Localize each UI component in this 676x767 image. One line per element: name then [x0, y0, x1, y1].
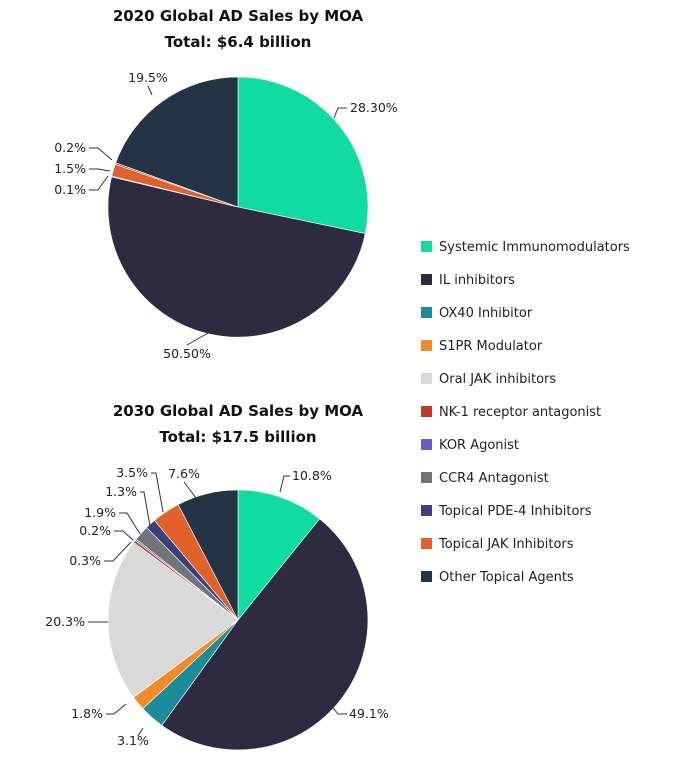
legend-swatch-s1pr-modulator	[421, 340, 432, 351]
legend-label-ox40-inhibitor: OX40 Inhibitor	[439, 306, 533, 321]
pie2020-label-other-topical-agents: 19.5%	[128, 70, 168, 85]
pie2030-label-ox40-inhibitor: 3.1%	[117, 733, 149, 748]
pie2030-slice-il-inhibitors	[161, 518, 369, 751]
pie2030-label-il-inhibitors: 49.1%	[349, 706, 389, 721]
chart2-title: 2030 Global AD Sales by MOA	[113, 402, 364, 420]
legend-label-systemic-immunomodulators: Systemic Immunomodulators	[439, 240, 630, 255]
legend-label-other-topical-agents: Other Topical Agents	[439, 570, 574, 585]
pie2020-slice-systemic-immunomodulators	[237, 76, 369, 234]
pie2020-label-systemic-immunomodulators: 28.30%	[350, 100, 398, 115]
pie2020-label-il-inhibitors: 50.50%	[163, 346, 211, 361]
pie-2030: 10.8% 49.1% 3.1% 1.8% 20.3% 0.3% 0.2% 1.9% 1.3% 3…	[45, 465, 389, 751]
pie2020-slice-il-inhibitors	[107, 176, 366, 338]
pie2030-leader-kor-agonist	[114, 530, 134, 541]
legend-label-nk-1-receptor-antagonist: NK-1 receptor antagonist	[439, 405, 601, 420]
pie2030-label-topical-jak-inhibitors: 3.5%	[116, 465, 148, 480]
pie2020-label-nk-1-receptor-antagonist: 0.2%	[54, 140, 86, 155]
legend-swatch-other-topical-agents	[421, 571, 432, 582]
pie2020-slice-other-topical-agents	[115, 76, 239, 208]
pie2030-leader-ccr4-antagonist	[119, 512, 141, 535]
pie2020-leader-other-topical-agents	[147, 85, 153, 96]
pie2030-label-nk-1-receptor-antagonist: 0.3%	[69, 553, 101, 568]
pie2030-label-oral-jak-inhibitors: 20.3%	[45, 614, 85, 629]
legend-swatch-kor-agonist	[421, 439, 432, 450]
pie2030-label-kor-agonist: 0.2%	[79, 523, 111, 538]
pie2030-slice-other-topical-agents	[177, 489, 239, 621]
pie2030-label-other-topical-agents: 7.6%	[168, 466, 200, 481]
legend-label-topical-jak-inhibitors: Topical JAK Inhibitors	[438, 537, 574, 552]
pie-2020: 28.30% 50.50% 0.1% 1.5% 0.2% 19.5%	[54, 70, 398, 361]
pie2030-leader-il-inhibitors	[329, 703, 347, 715]
pie2030-leader-topical-jak-inhibitors	[151, 472, 164, 513]
chart2-subtitle: Total: $17.5 billion	[159, 428, 316, 446]
legend-swatch-nk-1-receptor-antagonist	[421, 406, 432, 417]
legend-swatch-oral-jak-inhibitors	[421, 373, 432, 384]
pie2030-slice-systemic-immunomodulators	[237, 489, 321, 621]
legend-label-il-inhibitors: IL inhibitors	[439, 273, 515, 288]
legend-label-oral-jak-inhibitors: Oral JAK inhibitors	[439, 372, 556, 387]
pie2030-label-topical-pde-4-inhibitors: 1.3%	[105, 484, 137, 499]
legend: Systemic Immunomodulators IL inhibitors OX…	[421, 240, 630, 585]
pie2020-leader-topical-jak-inhibitors	[89, 168, 111, 172]
pie2030-leader-other-topical-agents	[183, 481, 197, 499]
pie2030-leader-s1pr-modulator	[106, 703, 127, 715]
chart1-title: 2020 Global AD Sales by MOA	[113, 7, 364, 25]
legend-label-topical-pde-4-inhibitors: Topical PDE-4 Inhibitors	[438, 504, 592, 519]
pie2020-leader-nk-1-receptor-antagonist	[89, 147, 113, 161]
legend-label-kor-agonist: KOR Agonist	[439, 438, 519, 453]
legend-swatch-il-inhibitors	[421, 274, 432, 285]
pie2030-label-systemic-immunomodulators: 10.8%	[292, 468, 332, 483]
pie2030-leader-ox40-inhibitor	[137, 727, 144, 737]
pie2030-leader-systemic-immunomodulators	[279, 475, 290, 493]
legend-swatch-topical-pde-4-inhibitors	[421, 505, 432, 516]
pie2030-leader-topical-pde-4-inhibitors	[140, 491, 151, 527]
legend-swatch-systemic-immunomodulators	[421, 241, 432, 252]
pie2030-label-ccr4-antagonist: 1.9%	[84, 505, 116, 520]
legend-swatch-ccr4-antagonist	[421, 472, 432, 483]
pie2030-label-s1pr-modulator: 1.8%	[71, 706, 103, 721]
pie2020-label-topical-jak-inhibitors: 1.5%	[54, 161, 86, 176]
legend-swatch-ox40-inhibitor	[421, 307, 432, 318]
legend-swatch-topical-jak-inhibitors	[421, 538, 432, 549]
legend-label-s1pr-modulator: S1PR Modulator	[439, 339, 543, 354]
chart1-subtitle: Total: $6.4 billion	[165, 33, 312, 51]
pie2020-leader-il-inhibitors	[186, 332, 209, 346]
legend-label-ccr4-antagonist: CCR4 Antagonist	[439, 471, 549, 486]
pie2030-slice-oral-jak-inhibitors	[107, 541, 239, 698]
pie2020-leader-systemic-immunomodulators	[333, 107, 347, 119]
pie2020-leader-topical-pde-4-inhibitors	[89, 175, 109, 191]
pie2030-leader-nk-1-receptor-antagonist	[104, 541, 132, 562]
pie2020-label-topical-pde-4-inhibitors: 0.1%	[54, 182, 86, 197]
